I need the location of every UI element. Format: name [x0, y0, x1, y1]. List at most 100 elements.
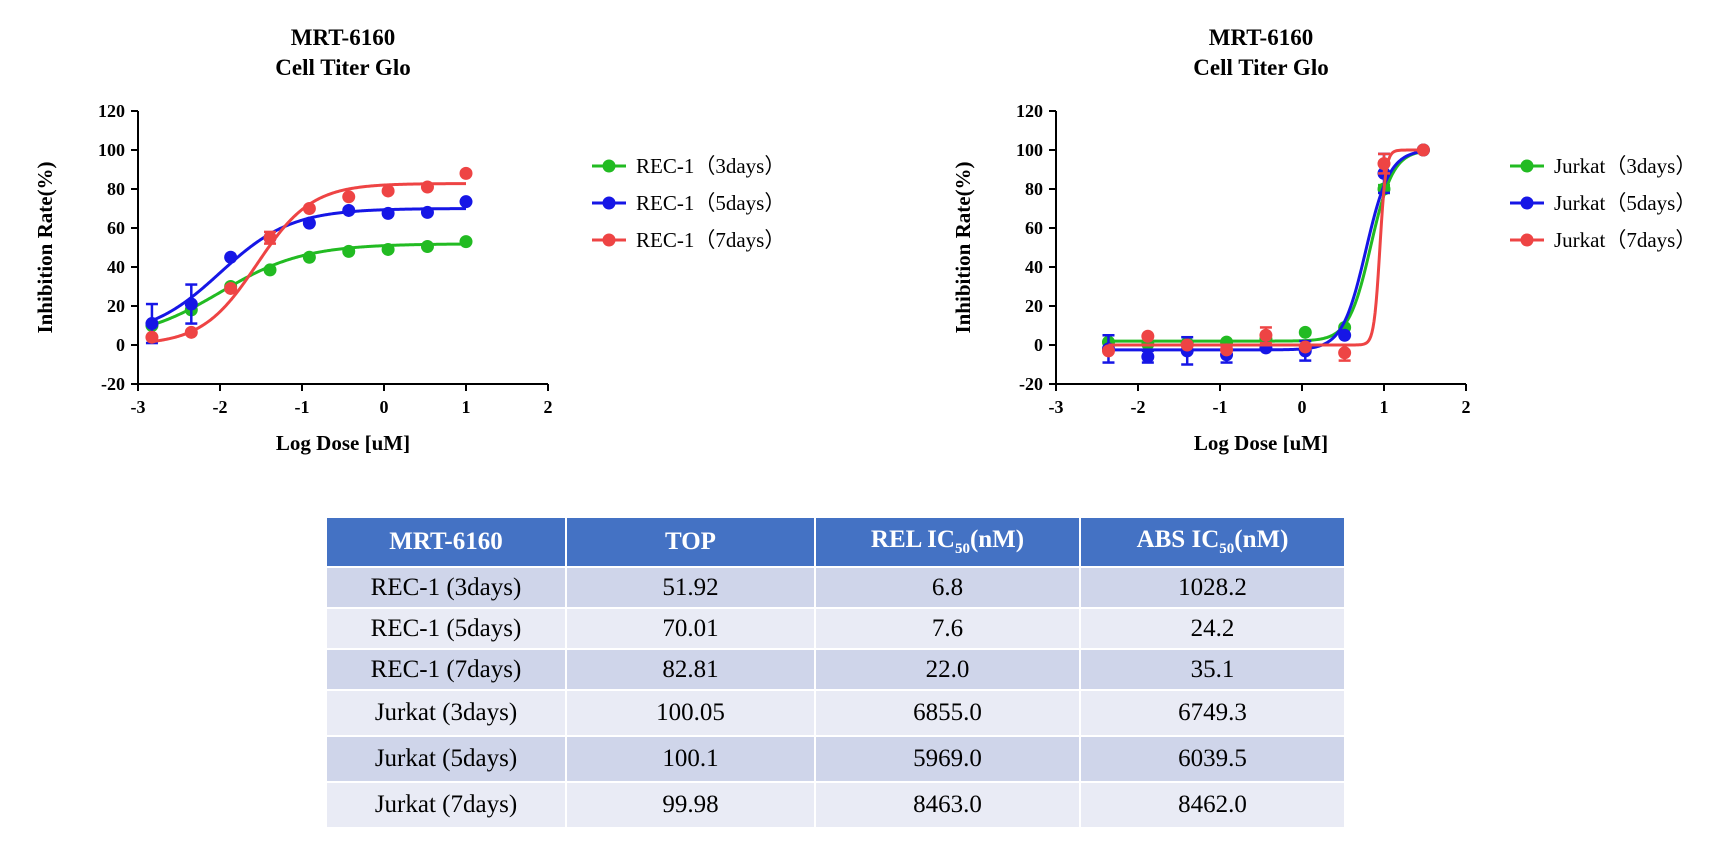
legend-entry: REC-1（3days）: [592, 154, 785, 178]
x-tick-label: 0: [1298, 397, 1307, 417]
y-tick-label: 80: [107, 179, 125, 199]
legend-marker: [602, 233, 616, 247]
data-point: [1141, 329, 1155, 343]
data-point: [420, 240, 434, 254]
x-tick-label: 1: [462, 397, 471, 417]
data-point: [1338, 328, 1352, 342]
cell-abs-ic50: 8462.0: [1079, 781, 1346, 829]
cell-top: 51.92: [565, 566, 816, 609]
dose-response-chart-rec1: MRT-6160 Cell Titer Glo -20 0 20 40 60 80 100 120…: [0, 0, 800, 475]
cell-top: 100.1: [565, 735, 816, 783]
data-point: [1298, 340, 1312, 354]
y-tick-label: 40: [107, 257, 125, 277]
y-tick-label: 0: [116, 335, 125, 355]
cell-top: 100.05: [565, 689, 816, 737]
cell-name: Jurkat (3days): [325, 689, 567, 737]
x-tick-label: -2: [213, 397, 228, 417]
y-tick-label: -20: [101, 374, 125, 394]
header-rel-ic50: REL IC50(nM): [814, 516, 1081, 568]
data-point: [1298, 325, 1312, 339]
cell-rel-ic50: 5969.0: [814, 735, 1081, 783]
legend-label: Jurkat（3days）: [1554, 154, 1696, 178]
legend-marker: [1520, 233, 1534, 247]
chart-title: Cell Titer Glo: [1193, 55, 1328, 80]
legend-entry: Jurkat（5days）: [1510, 191, 1696, 215]
data-point: [302, 216, 316, 230]
data-point: [459, 235, 473, 249]
y-tick-label: 0: [1034, 335, 1043, 355]
data-point: [145, 330, 159, 344]
cell-abs-ic50: 24.2: [1079, 607, 1346, 650]
y-tick-label: -20: [1019, 374, 1043, 394]
cell-rel-ic50: 7.6: [814, 607, 1081, 650]
chart-title: MRT-6160: [1209, 25, 1313, 50]
series-rec-1-5days: [145, 195, 473, 345]
x-tick-label: 0: [380, 397, 389, 417]
legend-label: Jurkat（7days）: [1554, 228, 1696, 252]
data-point: [1141, 350, 1155, 364]
data-point: [342, 190, 356, 204]
legend-label: REC-1（7days）: [636, 228, 785, 252]
dose-response-chart-jurkat: MRT-6160 Cell Titer Glo -20 0 20 40 60 80 100 120…: [918, 0, 1728, 475]
y-axis-label: Inhibition Rate(%): [951, 161, 975, 333]
x-tick-label: -2: [1131, 397, 1146, 417]
cell-name: Jurkat (7days): [325, 781, 567, 829]
cell-abs-ic50: 35.1: [1079, 648, 1346, 691]
legend-label: Jurkat（5days）: [1554, 191, 1696, 215]
legend-marker: [602, 196, 616, 210]
data-point: [184, 325, 198, 339]
y-tick-label: 20: [1025, 296, 1043, 316]
legend-label: REC-1（5days）: [636, 191, 785, 215]
table-row: Jurkat (5days) 100.1 5969.0 6039.5: [325, 735, 1346, 783]
header-top: TOP: [565, 516, 816, 568]
chart-title: Cell Titer Glo: [275, 55, 410, 80]
data-point: [1180, 338, 1194, 352]
cell-top: 82.81: [565, 648, 816, 691]
x-tick-label: -1: [1213, 397, 1228, 417]
y-tick-label: 120: [98, 101, 125, 121]
data-point: [342, 244, 356, 258]
cell-name: Jurkat (5days): [325, 735, 567, 783]
legend-marker: [1520, 159, 1534, 173]
data-point: [381, 242, 395, 256]
x-axis-label: Log Dose [uM]: [1194, 431, 1328, 455]
legend-marker: [1520, 196, 1534, 210]
data-point: [1101, 344, 1115, 358]
data-point: [184, 297, 198, 311]
x-axis-label: Log Dose [uM]: [276, 431, 410, 455]
data-point: [1220, 343, 1234, 357]
data-point: [459, 195, 473, 209]
header-abs-ic50: ABS IC50(nM): [1079, 516, 1346, 568]
y-tick-label: 40: [1025, 257, 1043, 277]
table-row: Jurkat (7days) 99.98 8463.0 8462.0: [325, 781, 1346, 829]
series-rec-1-7days: [145, 166, 473, 344]
data-point: [1338, 346, 1352, 360]
data-point: [263, 231, 277, 245]
table-row: Jurkat (3days) 100.05 6855.0 6749.3: [325, 689, 1346, 737]
data-point: [459, 166, 473, 180]
data-point: [381, 206, 395, 220]
cell-rel-ic50: 6855.0: [814, 689, 1081, 737]
cell-name: REC-1 (5days): [325, 607, 567, 650]
data-point: [224, 281, 238, 295]
legend-entry: Jurkat（7days）: [1510, 228, 1696, 252]
cell-abs-ic50: 1028.2: [1079, 566, 1346, 609]
data-point: [1377, 157, 1391, 171]
table-row: REC-1 (3days) 51.92 6.8 1028.2: [325, 566, 1346, 609]
table-row: REC-1 (5days) 70.01 7.6 24.2: [325, 607, 1346, 650]
cell-rel-ic50: 8463.0: [814, 781, 1081, 829]
x-tick-label: -1: [295, 397, 310, 417]
data-point: [381, 184, 395, 198]
y-tick-label: 60: [1025, 218, 1043, 238]
cell-abs-ic50: 6039.5: [1079, 735, 1346, 783]
x-tick-label: -3: [1049, 397, 1064, 417]
cell-top: 99.98: [565, 781, 816, 829]
cell-rel-ic50: 22.0: [814, 648, 1081, 691]
y-tick-label: 80: [1025, 179, 1043, 199]
y-tick-label: 120: [1016, 101, 1043, 121]
x-tick-label: 2: [1462, 397, 1471, 417]
y-axis-label: Inhibition Rate(%): [33, 161, 57, 333]
data-point: [1259, 328, 1273, 342]
chart-title: MRT-6160: [291, 25, 395, 50]
